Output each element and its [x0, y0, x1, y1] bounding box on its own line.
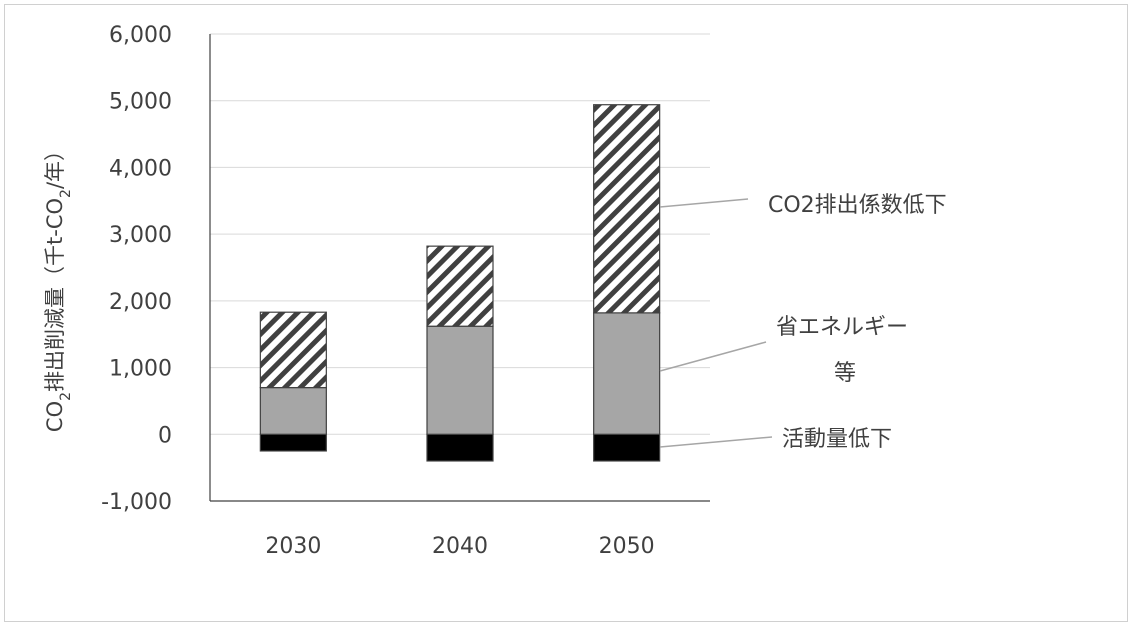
y-tick-label: 1,000	[109, 357, 172, 382]
bar-segment-saving	[593, 312, 661, 435]
legend-label-activity: 活動量低下	[782, 427, 892, 452]
bar-segment-coef	[426, 245, 494, 327]
bars	[259, 104, 661, 462]
bar-segment-coef	[593, 104, 661, 314]
x-tick-label: 2040	[432, 534, 488, 559]
bar-segment-saving	[426, 325, 494, 435]
chart-frame	[4, 4, 1128, 622]
x-tick-label: 2030	[265, 534, 321, 559]
y-tick-label: 5,000	[109, 90, 172, 115]
bar-segment-activity	[426, 433, 494, 462]
y-tick-label: -1,000	[101, 490, 172, 515]
legend-leader-saving	[659, 341, 767, 372]
legend-label-saving-line1: 省エネルギー	[776, 315, 908, 340]
y-tick-label: 4,000	[109, 156, 172, 181]
y-axis-label: CO2排出削減量（千t-CO2/年）	[43, 140, 74, 432]
legend-label-coef: CO2排出係数低下	[768, 193, 947, 218]
legend-label-saving-line2: 等	[834, 361, 856, 386]
bar-segment-activity	[593, 433, 661, 462]
legend-leader-activity	[659, 436, 773, 448]
bar-segment-saving	[259, 386, 327, 435]
x-tick-labels: 2030 2040 2050	[265, 534, 654, 559]
bar-segment-activity	[259, 433, 327, 452]
axes	[209, 34, 710, 502]
y-tick-label: 3,000	[109, 223, 172, 248]
legend-leader-coef	[659, 198, 749, 208]
x-tick-label: 2050	[599, 534, 655, 559]
legend-callouts: CO2排出係数低下 省エネルギー 等 活動量低下	[659, 193, 947, 452]
y-tick-label: 6,000	[109, 23, 172, 48]
bar-segment-coef	[259, 311, 327, 389]
y-tick-label: 2,000	[109, 290, 172, 315]
y-tick-label: 0	[158, 423, 172, 448]
y-tick-labels: -1,000 0 1,000 2,000 3,000 4,000 5,000 6,000	[101, 23, 172, 515]
